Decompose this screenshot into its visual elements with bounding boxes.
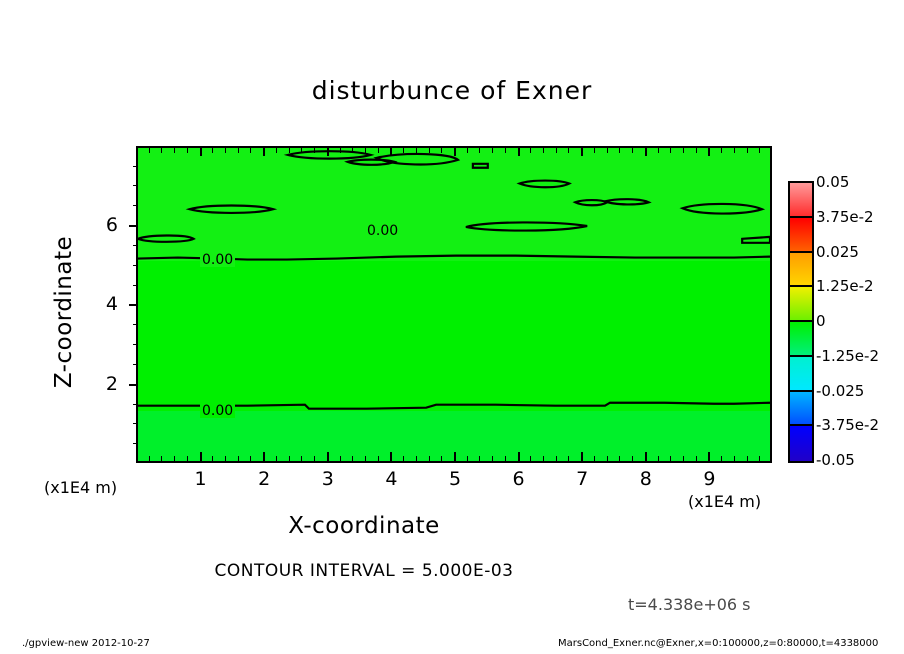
colorbar-segment [790,322,812,357]
colorbar-segment [790,217,812,253]
x-tick-label: 1 [194,468,207,490]
field-band-upper [138,148,770,261]
colorbar-segment [790,356,812,392]
y-tick-label: 2 [105,372,118,395]
contour-label-mid: 0.00 [200,252,236,268]
contour-interval-note: CONTOUR INTERVAL = 5.000E-03 [0,561,904,581]
colorbar-tick-label: 1.25e-2 [816,277,874,296]
x-tick-label: 4 [385,468,398,490]
x-axis-unit-left: (x1E4 m) [44,478,118,497]
colorbar-tick-label: 0.025 [816,242,859,261]
colorbar-tick-label: 3.75e-2 [816,207,874,226]
x-axis-title-text: X-coordinate [288,513,440,539]
y-tick-label: 6 [105,214,118,237]
colorbar [788,181,814,463]
colorbar-tick-label: 0 [816,312,826,330]
x-tick-label: 3 [321,468,334,490]
x-tick-label: 6 [512,468,525,490]
x-axis-title: X-coordinate [0,513,904,539]
plot-area [136,146,772,463]
field-band-middle [138,260,770,411]
colorbar-tick-label: -1.25e-2 [816,346,879,365]
y-tick-label: 4 [105,293,118,316]
colorbar-segment [790,391,812,427]
colorbar-tick-labels: 0.05 3.75e-2 0.025 1.25e-2 0 -1.25e-2 -0… [816,173,904,469]
x-tick-label: 9 [703,468,716,490]
contour-interval-text: CONTOUR INTERVAL = 5.000E-03 [214,561,514,581]
x-tick-label: 8 [639,468,652,490]
x-axis-unit-right: (x1E4 m) [688,492,762,511]
colorbar-segment [790,252,812,288]
footer-source: MarsCond_Exner.nc@Exner,x=0:100000,z=0:8… [558,638,879,649]
footer-command: ./gpview-new 2012-10-27 [22,638,150,649]
colorbar-tick-label: -3.75e-2 [816,416,879,435]
contour-label-low: 0.00 [200,403,236,419]
x-tick-label: 2 [258,468,271,490]
contour-label-mid-small: 0.00 [365,223,401,239]
colorbar-segment [790,287,812,322]
colorbar-tick-label: 0.05 [816,173,850,191]
x-tick-label: 7 [576,468,589,490]
colorbar-tick-label: -0.05 [816,451,855,469]
y-axis-title: Z-coordinate [51,235,77,389]
colorbar-segment [790,183,812,218]
field-fill [138,148,770,461]
x-tick-label: 5 [448,468,462,490]
colorbar-segment [790,426,812,461]
timestamp-label: t=4.338e+06 s [628,595,751,614]
page-title: disturbunce of Exner [311,76,593,105]
colorbar-tick-label: -0.025 [816,381,865,400]
